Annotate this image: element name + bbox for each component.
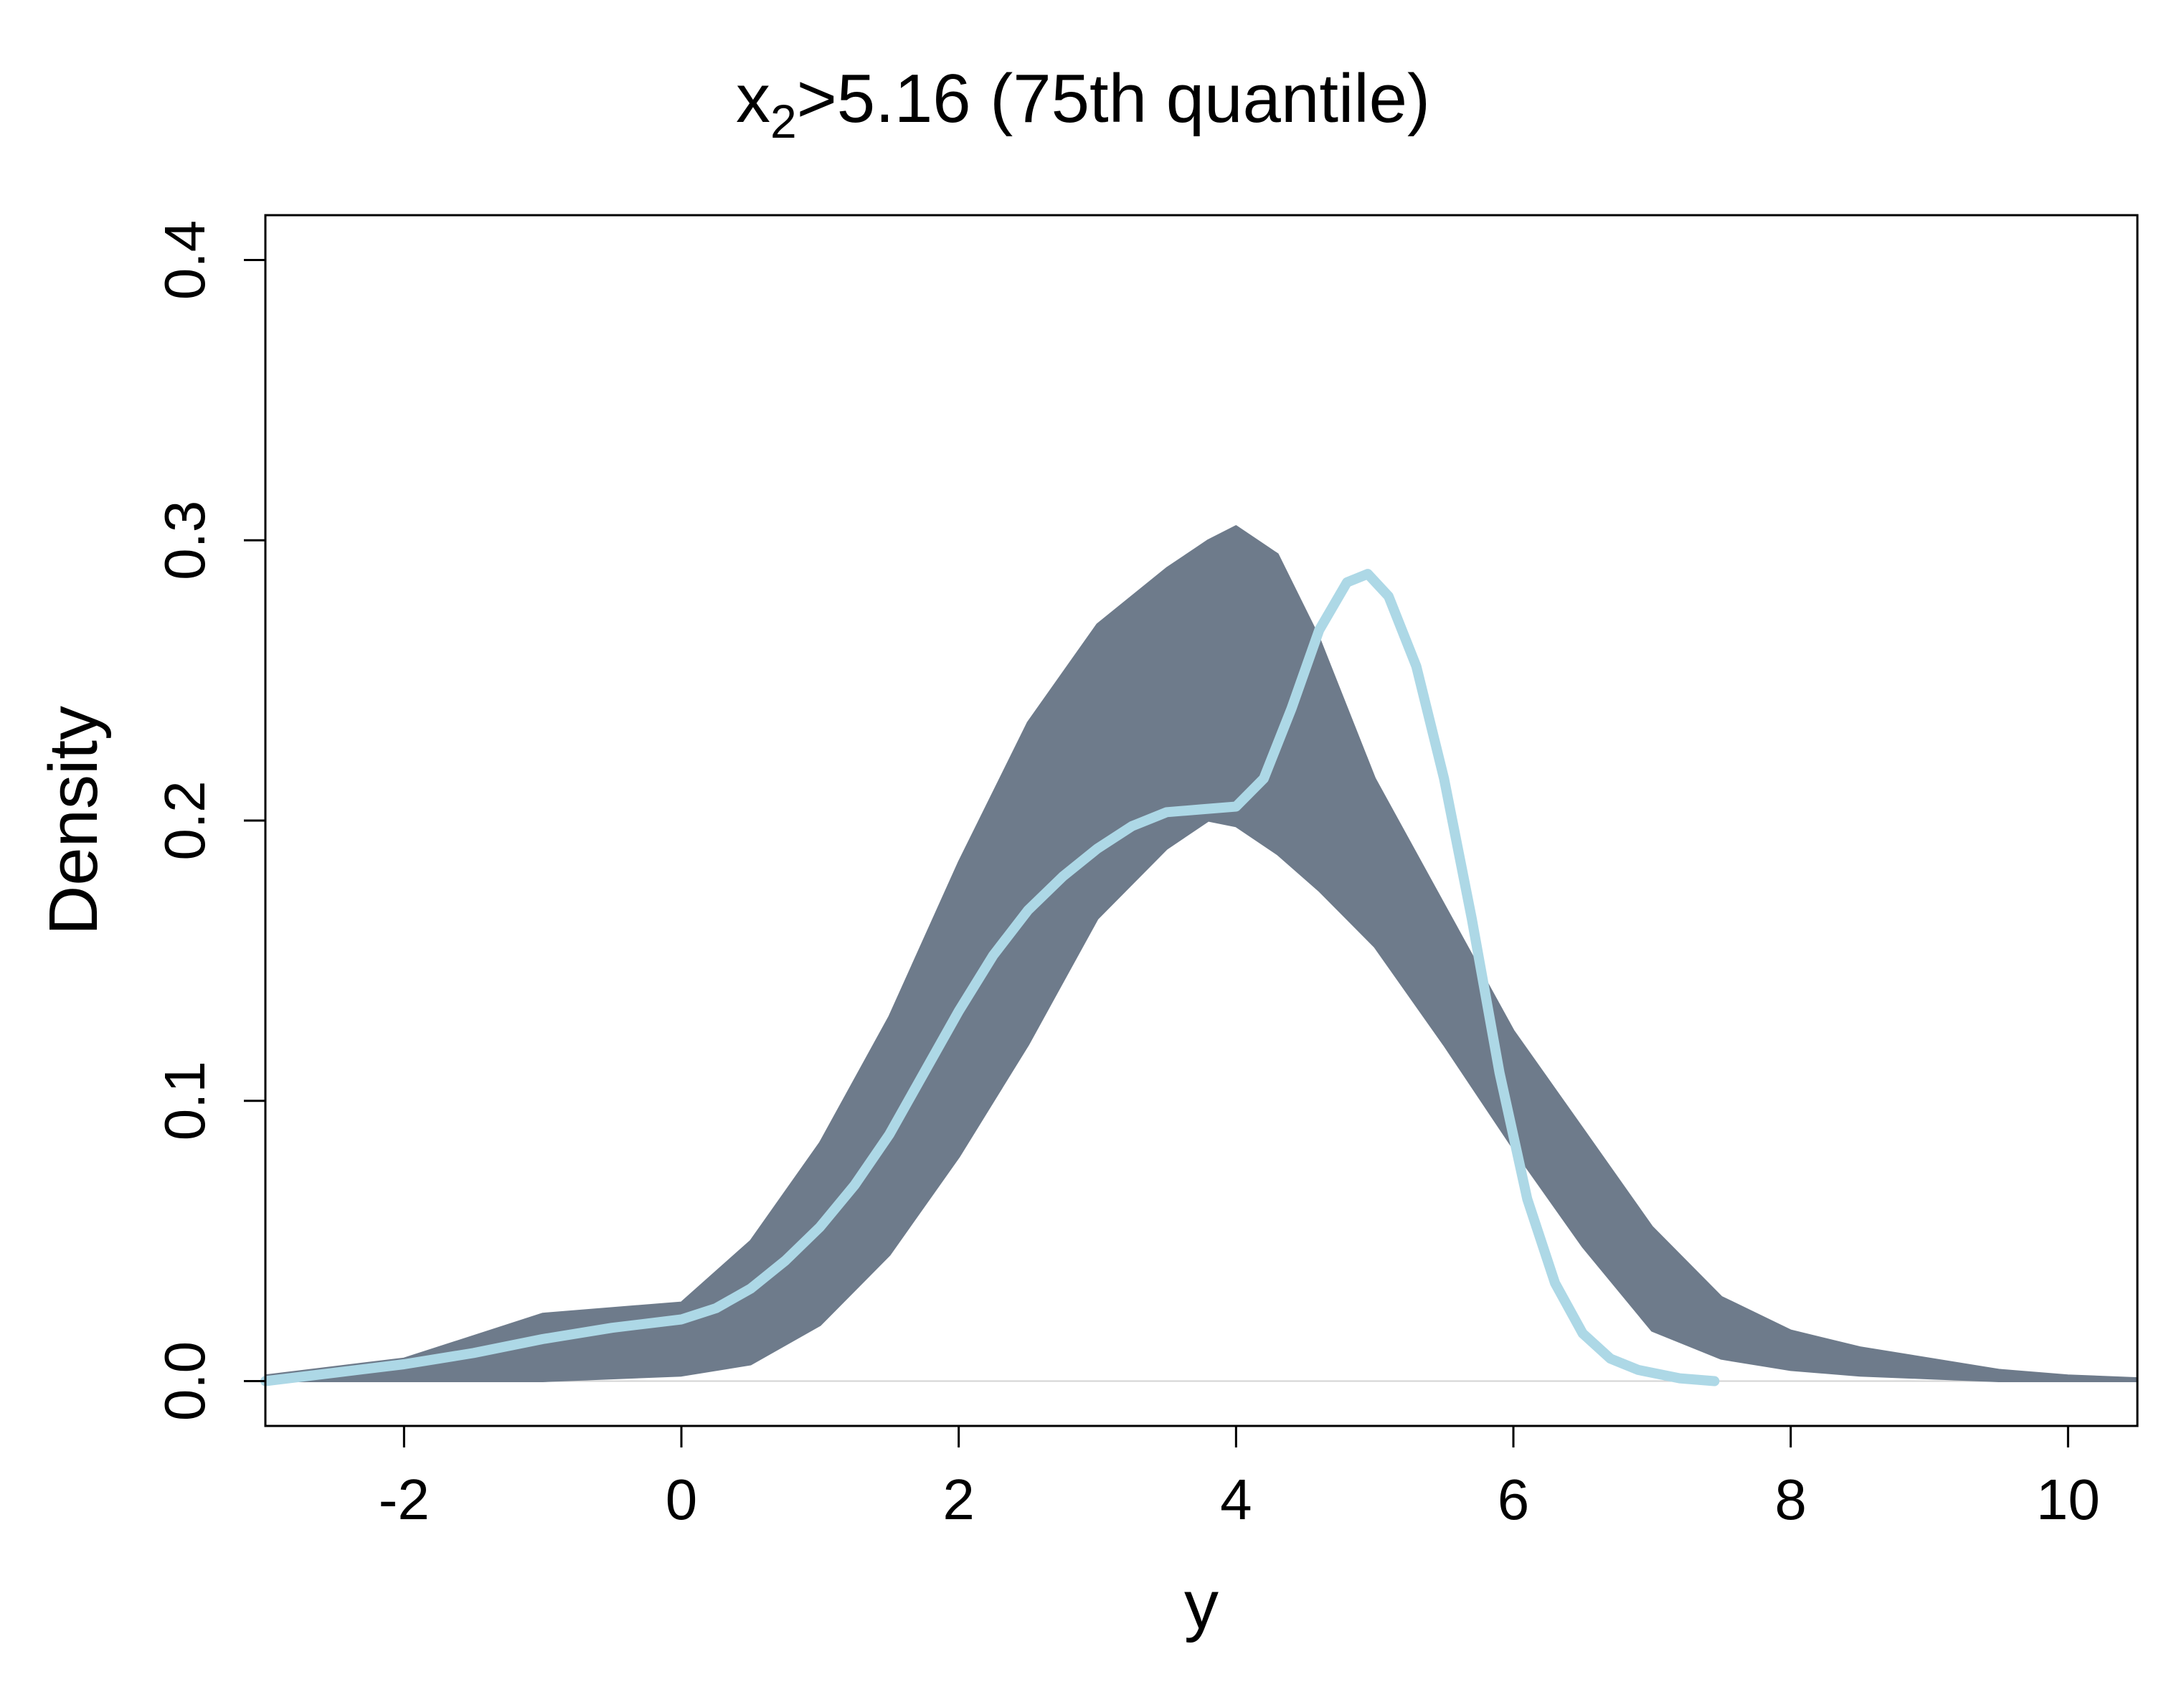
x-tick-label: 4 <box>1220 1468 1252 1531</box>
title-subscript: 2 <box>770 95 797 148</box>
x-tick-label: 0 <box>666 1468 698 1531</box>
x-tick-label: 10 <box>2036 1468 2100 1531</box>
title-main: x <box>736 60 770 137</box>
x-tick-label: 8 <box>1774 1468 1807 1531</box>
plot-area <box>260 525 2139 1386</box>
x-tick-label: 6 <box>1498 1468 1530 1531</box>
y-tick-label: 0.3 <box>153 501 217 580</box>
replicated-density-band <box>264 525 2139 1382</box>
y-tick-label: 0.0 <box>153 1341 217 1421</box>
y-tick-label: 0.4 <box>153 220 217 300</box>
y-axis: 0.0 0.1 0.2 0.3 0.4 <box>153 220 265 1421</box>
y-tick-label: 0.2 <box>153 780 217 860</box>
chart-title: x2>5.16 (75th quantile) <box>736 60 1430 148</box>
y-axis-label: Density <box>35 706 112 935</box>
plot-frame <box>264 214 2139 1427</box>
observed-density-line-0 <box>260 569 1720 1386</box>
x-tick-label: -2 <box>379 1468 430 1531</box>
y-tick-label: 0.1 <box>153 1061 217 1140</box>
x-tick-label: 2 <box>942 1468 975 1531</box>
x-axis: -2 0 2 4 6 8 10 <box>379 1426 2100 1531</box>
x-axis-label: y <box>1184 1567 1219 1643</box>
title-rest: >5.16 (75th quantile) <box>797 60 1430 137</box>
